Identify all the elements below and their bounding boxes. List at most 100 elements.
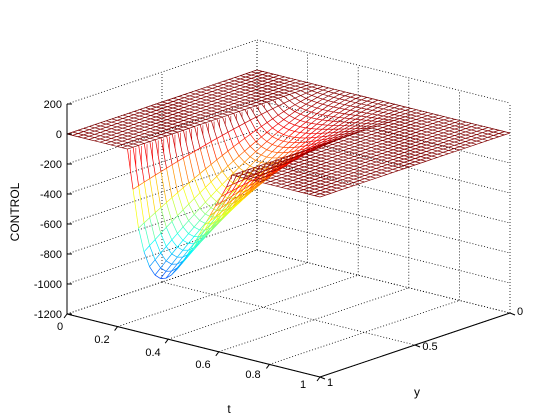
surface-mesh-line (327, 116, 334, 121)
surface-mesh-line (359, 165, 366, 168)
surface-mesh-line (281, 183, 288, 186)
surface-mesh-line (342, 169, 349, 172)
surface-mesh-line (448, 138, 455, 142)
surface-mesh-line (294, 120, 301, 126)
surface-mesh-line (448, 150, 455, 153)
surface-mesh-line (117, 121, 123, 124)
surface-mesh-line (138, 143, 145, 146)
surface-mesh-line (255, 103, 262, 107)
surface-mesh-line (326, 140, 333, 144)
surface-mesh-line (122, 127, 129, 130)
surface-mesh-line (171, 267, 178, 276)
surface-mesh-line (336, 187, 343, 190)
surface-mesh-line (200, 102, 207, 106)
surface-mesh-line (122, 144, 128, 147)
surface-mesh-line (243, 191, 250, 196)
surface-mesh-line (482, 136, 488, 140)
surface-mesh-line (360, 141, 366, 144)
surface-mesh-line (333, 92, 340, 95)
surface-mesh-line (222, 98, 229, 102)
surface-mesh-line (315, 164, 321, 167)
surface-mesh-line (250, 104, 257, 107)
surface-mesh-line (248, 170, 255, 174)
surface-mesh-line (388, 113, 395, 115)
surface-mesh-line (321, 128, 328, 134)
surface-mesh-line (298, 168, 305, 171)
surface-mesh-line (189, 116, 195, 119)
surface-mesh-line (199, 168, 206, 174)
surface-mesh-line (409, 150, 416, 153)
surface-mesh-line (421, 123, 428, 126)
surface-mesh-line (272, 90, 279, 93)
surface-mesh-line (184, 97, 190, 100)
surface-mesh-line (314, 177, 321, 180)
surface-mesh-line (188, 177, 195, 184)
surface-mesh-line (442, 153, 449, 156)
surface-mesh-line (138, 133, 145, 136)
surface-mesh-line (172, 112, 179, 115)
surface-mesh-line (237, 179, 244, 183)
surface-mesh-line (381, 172, 388, 175)
surface-mesh-line (321, 132, 328, 138)
surface-mesh-line (144, 115, 151, 118)
surface-mesh-line (238, 179, 245, 186)
surface-mesh-line (343, 146, 350, 149)
surface-mesh-line (177, 192, 184, 210)
surface-mesh-line (127, 145, 134, 148)
surface-mesh-line (360, 142, 366, 146)
surface-mesh-line (227, 165, 234, 174)
surface-mesh-line (306, 83, 313, 86)
surface-mesh-line (315, 147, 322, 151)
surface-mesh-line (338, 117, 345, 122)
surface-mesh-line (420, 146, 427, 149)
surface-mesh-line (333, 88, 340, 91)
surface-mesh-line (300, 92, 307, 96)
surface-mesh-line (177, 240, 184, 248)
surface-mesh-line (359, 175, 365, 178)
surface-mesh-line (371, 130, 378, 133)
surface-mesh-line (349, 136, 355, 140)
surface-mesh-line (266, 149, 273, 153)
surface-mesh-line (287, 185, 293, 188)
surface-mesh-line (195, 90, 202, 93)
surface-mesh-line (172, 107, 179, 110)
surface-mesh-line (221, 171, 229, 179)
surface-mesh-line (255, 113, 262, 118)
surface-mesh-line (355, 99, 362, 104)
surface-mesh-line (377, 99, 384, 102)
surface-mesh-line (216, 116, 223, 120)
surface-mesh-line (437, 155, 444, 158)
surface-mesh-line (160, 202, 167, 208)
surface-mesh-line (193, 214, 200, 221)
surface-mesh-line (284, 81, 291, 84)
surface-mesh-line (437, 138, 444, 142)
z-tick-label: 0 (56, 129, 62, 141)
surface-mesh-line (448, 131, 455, 135)
surface-mesh-line (349, 128, 356, 132)
surface-mesh-line (276, 182, 282, 185)
surface-mesh-line (321, 152, 327, 156)
surface-mesh-line (133, 133, 140, 136)
surface-mesh-line (383, 102, 390, 106)
surface-mesh-line (309, 184, 315, 187)
surface-mesh-line (327, 125, 334, 130)
surface-mesh-line (182, 255, 189, 263)
surface-mesh-line (272, 105, 279, 109)
surface-mesh-line (316, 98, 323, 103)
surface-mesh-line (410, 122, 417, 125)
surface-mesh-line (289, 90, 296, 93)
surface-mesh-line (177, 128, 184, 131)
surface-mesh-line (276, 177, 282, 180)
surface-mesh-line (278, 81, 285, 84)
surface-mesh-line (393, 126, 400, 129)
surface-mesh-line (293, 155, 300, 158)
surface-mesh-line (393, 146, 399, 149)
surface-mesh-line (89, 135, 95, 138)
t-tick-mark (164, 338, 169, 344)
surface-mesh-line (254, 176, 261, 180)
surface-mesh-line (338, 125, 345, 130)
surface-mesh-line (287, 165, 294, 168)
surface-mesh-line (228, 103, 235, 106)
surface-mesh-line (278, 78, 285, 81)
surface-mesh-line (184, 103, 190, 106)
